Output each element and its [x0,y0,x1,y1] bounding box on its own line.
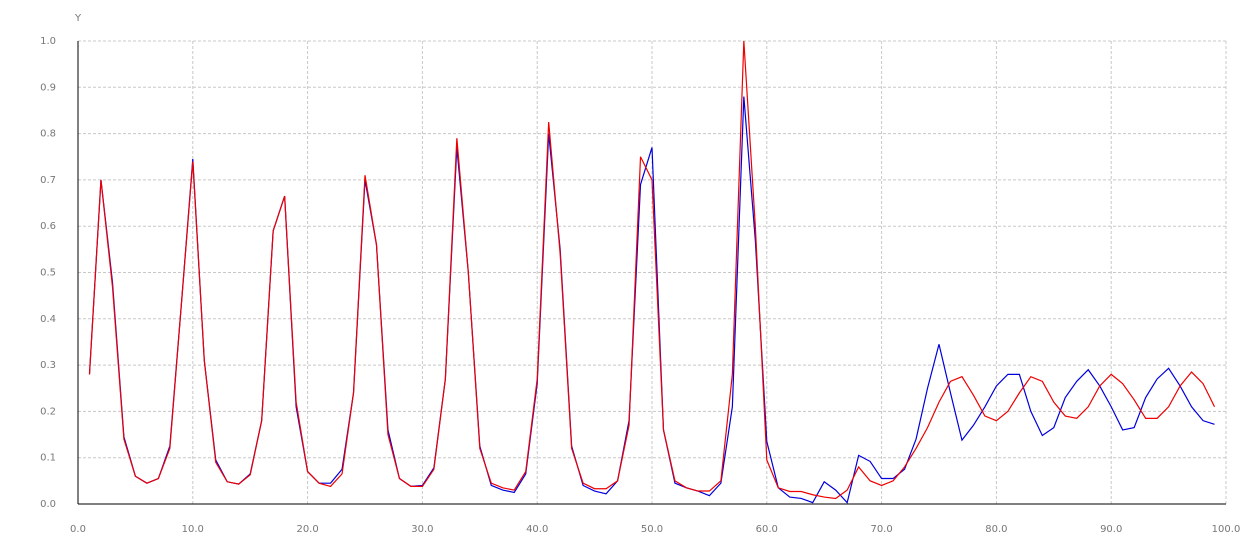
x-tick-label: 50.0 [641,524,663,535]
y-tick-label: 0.4 [40,314,56,325]
y-tick-label: 0.1 [40,453,56,464]
y-tick-label: 0.2 [40,406,56,417]
x-tick-label: 40.0 [526,524,548,535]
x-tick-label: 10.0 [182,524,204,535]
y-tick-label: 0.9 [40,82,56,93]
x-tick-label: 90.0 [1100,524,1122,535]
y-tick-label: 0.8 [40,129,56,140]
x-tick-label: 100.0 [1212,524,1241,535]
x-tick-label: 0.0 [70,524,86,535]
y-tick-label: 0.6 [40,221,56,232]
y-tick-label: 0.3 [40,360,56,371]
y-tick-label: 0.7 [40,175,56,186]
x-tick-label: 20.0 [296,524,318,535]
x-tick-label: 80.0 [985,524,1007,535]
x-tick-label: 30.0 [411,524,433,535]
series-line [88,40,1216,500]
x-tick-label: 70.0 [870,524,892,535]
y-tick-label: 0.5 [40,268,56,279]
y-tick-label: 0.0 [40,499,56,510]
y-tick-label: 1.0 [40,36,56,47]
x-tick-label: 60.0 [756,524,778,535]
y-axis-label: Y [74,13,82,24]
